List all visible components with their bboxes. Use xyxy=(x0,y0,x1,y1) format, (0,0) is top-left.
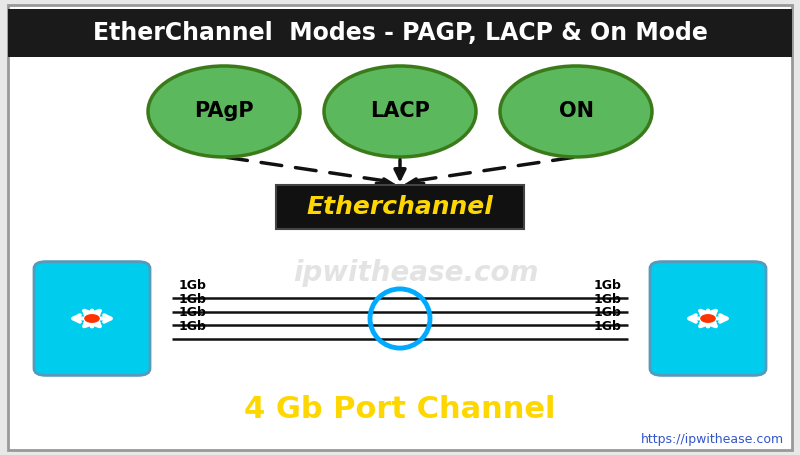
Text: https://ipwithease.com: https://ipwithease.com xyxy=(641,433,784,446)
Text: 1Gb: 1Gb xyxy=(178,320,206,333)
Ellipse shape xyxy=(148,66,300,157)
Text: LACP: LACP xyxy=(370,101,430,121)
Text: EtherChannel  Modes - PAGP, LACP & On Mode: EtherChannel Modes - PAGP, LACP & On Mod… xyxy=(93,21,707,45)
FancyBboxPatch shape xyxy=(8,9,792,57)
FancyBboxPatch shape xyxy=(276,186,524,228)
Circle shape xyxy=(84,314,100,323)
Circle shape xyxy=(700,314,716,323)
Text: 1Gb: 1Gb xyxy=(594,320,622,333)
Ellipse shape xyxy=(500,66,652,157)
Text: 1Gb: 1Gb xyxy=(178,293,206,306)
FancyBboxPatch shape xyxy=(650,262,766,375)
Text: 1Gb: 1Gb xyxy=(594,306,622,319)
FancyBboxPatch shape xyxy=(34,262,150,375)
Text: 1Gb: 1Gb xyxy=(178,279,206,292)
Text: 1Gb: 1Gb xyxy=(594,293,622,306)
Text: ON: ON xyxy=(558,101,594,121)
Text: 1Gb: 1Gb xyxy=(178,306,206,319)
Text: 4 Gb Port Channel: 4 Gb Port Channel xyxy=(244,395,556,424)
Text: Etherchannel: Etherchannel xyxy=(306,195,494,219)
FancyBboxPatch shape xyxy=(8,5,792,450)
Text: 1Gb: 1Gb xyxy=(594,279,622,292)
Text: ipwithease.com: ipwithease.com xyxy=(294,259,538,287)
Text: PAgP: PAgP xyxy=(194,101,254,121)
Ellipse shape xyxy=(324,66,476,157)
